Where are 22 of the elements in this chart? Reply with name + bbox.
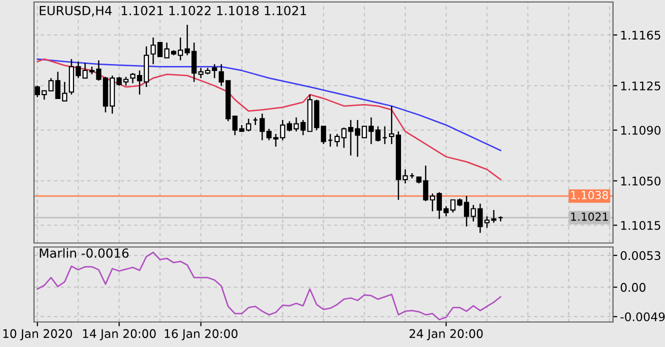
y-tick-label: 0.0053 <box>620 251 660 260</box>
chart-title: Marlin -0.0016 <box>40 248 129 258</box>
x-tick-label: 14 Jan 20:00 <box>83 329 156 340</box>
y-tick-label: 1.1015 <box>621 220 660 230</box>
candlestick <box>334 133 340 148</box>
y-tick-label: 1.1050 <box>621 176 660 186</box>
line-series <box>36 58 502 152</box>
chart-title: EURUSD,H4 1.1021 1.1022 1.1018 1.1021 <box>40 6 306 17</box>
line-series <box>36 58 502 180</box>
ref-line-label: 1.1021 <box>571 212 608 221</box>
y-tick-label: 1.1090 <box>621 126 660 135</box>
x-tick-label: 24 Jan 20:00 <box>410 329 483 340</box>
y-tick-label: -0.0049 <box>620 312 665 322</box>
y-tick-label: 1.1125 <box>621 81 660 90</box>
candlestick <box>389 105 394 145</box>
y-tick-label: 0.00 <box>620 282 646 292</box>
candlestick <box>328 133 333 148</box>
ref-line-label: 1.1038 <box>571 190 608 200</box>
candlestick <box>382 126 388 145</box>
x-tick-label: 16 Jan 20:00 <box>164 329 238 340</box>
y-tick-label: 1.1165 <box>621 30 660 40</box>
x-tick-label: 10 Jan 2020 <box>3 329 72 340</box>
